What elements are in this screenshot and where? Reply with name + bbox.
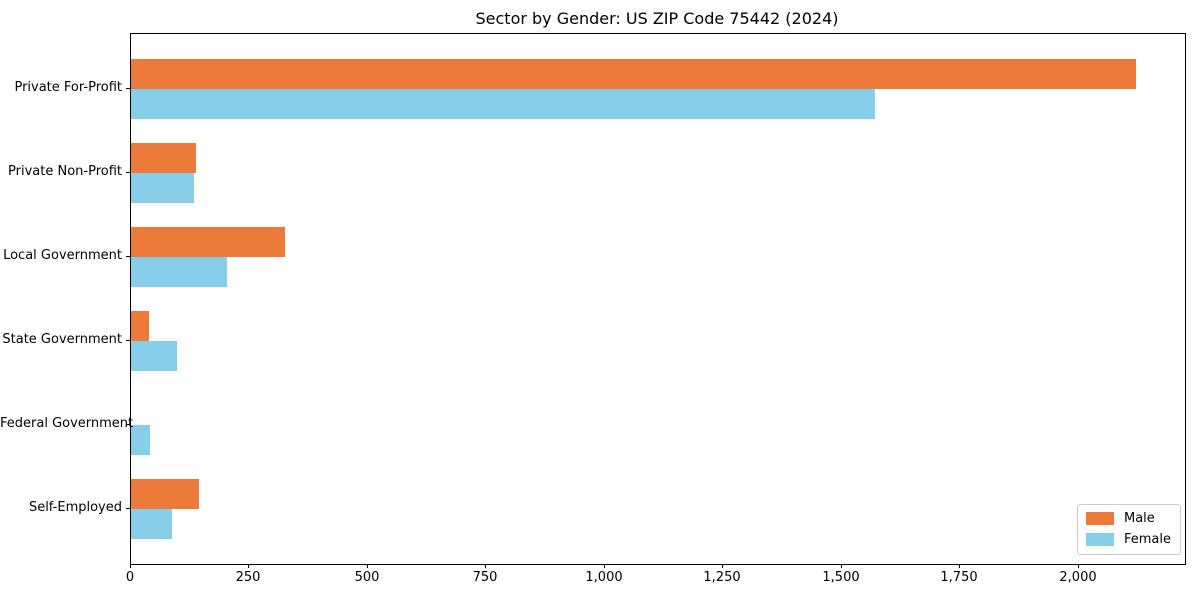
x-tick-mark bbox=[604, 564, 605, 568]
x-tick-mark bbox=[248, 564, 249, 568]
bar-female-private-non-profit bbox=[131, 172, 195, 203]
x-tick-mark bbox=[722, 564, 723, 568]
x-tick-label-500: 500 bbox=[354, 570, 380, 585]
legend-swatch-male bbox=[1085, 512, 1114, 525]
y-tick-label-private-for-profit: Private For-Profit bbox=[14, 80, 122, 95]
y-tick-mark bbox=[126, 88, 131, 89]
bar-male-local-government bbox=[131, 226, 286, 257]
y-tick-label-self-employed: Self-Employed bbox=[28, 500, 122, 515]
x-tick-mark bbox=[367, 564, 368, 568]
bar-female-private-for-profit bbox=[131, 88, 876, 119]
x-tick-label-1-250: 1,250 bbox=[703, 570, 741, 585]
x-tick-label-1-500: 1,500 bbox=[822, 570, 860, 585]
legend-item-male: Male bbox=[1085, 511, 1171, 526]
x-tick-label-1-750: 1,750 bbox=[940, 570, 978, 585]
x-tick-mark bbox=[130, 564, 131, 568]
legend-item-female: Female bbox=[1085, 532, 1171, 547]
bar-female-local-government bbox=[131, 256, 228, 287]
legend-label-female: Female bbox=[1123, 532, 1171, 547]
x-tick-mark bbox=[485, 564, 486, 568]
chart-title: Sector by Gender: US ZIP Code 75442 (202… bbox=[475, 9, 839, 28]
x-tick-label-250: 250 bbox=[235, 570, 261, 585]
y-tick-mark bbox=[126, 172, 131, 173]
plot-area: Male Female bbox=[130, 33, 1186, 565]
x-tick-label-750: 750 bbox=[472, 570, 498, 585]
y-tick-label-private-non-profit: Private Non-Profit bbox=[8, 164, 122, 179]
bar-female-state-government bbox=[131, 341, 177, 372]
y-tick-mark bbox=[126, 508, 131, 509]
x-tick-mark bbox=[959, 564, 960, 568]
bar-male-private-non-profit bbox=[131, 142, 196, 173]
legend: Male Female bbox=[1076, 504, 1181, 555]
y-tick-label-local-government: Local Government bbox=[3, 248, 122, 263]
legend-label-male: Male bbox=[1123, 511, 1155, 526]
bar-male-state-government bbox=[131, 311, 150, 342]
bar-male-self-employed bbox=[131, 479, 199, 510]
bar-male-private-for-profit bbox=[131, 58, 1136, 89]
x-tick-mark bbox=[841, 564, 842, 568]
x-tick-label-0: 0 bbox=[125, 570, 135, 585]
x-tick-mark bbox=[1078, 564, 1079, 568]
x-tick-label-1-000: 1,000 bbox=[585, 570, 623, 585]
y-tick-mark bbox=[126, 424, 131, 425]
y-tick-label-state-government: State Government bbox=[2, 332, 122, 347]
y-tick-mark bbox=[126, 256, 131, 257]
y-tick-label-federal-government: Federal Government bbox=[0, 416, 134, 431]
bar-female-federal-government bbox=[131, 425, 151, 456]
bar-female-self-employed bbox=[131, 509, 173, 540]
x-tick-label-2-000: 2,000 bbox=[1059, 570, 1097, 585]
y-tick-mark bbox=[126, 340, 131, 341]
legend-swatch-female bbox=[1085, 533, 1114, 546]
